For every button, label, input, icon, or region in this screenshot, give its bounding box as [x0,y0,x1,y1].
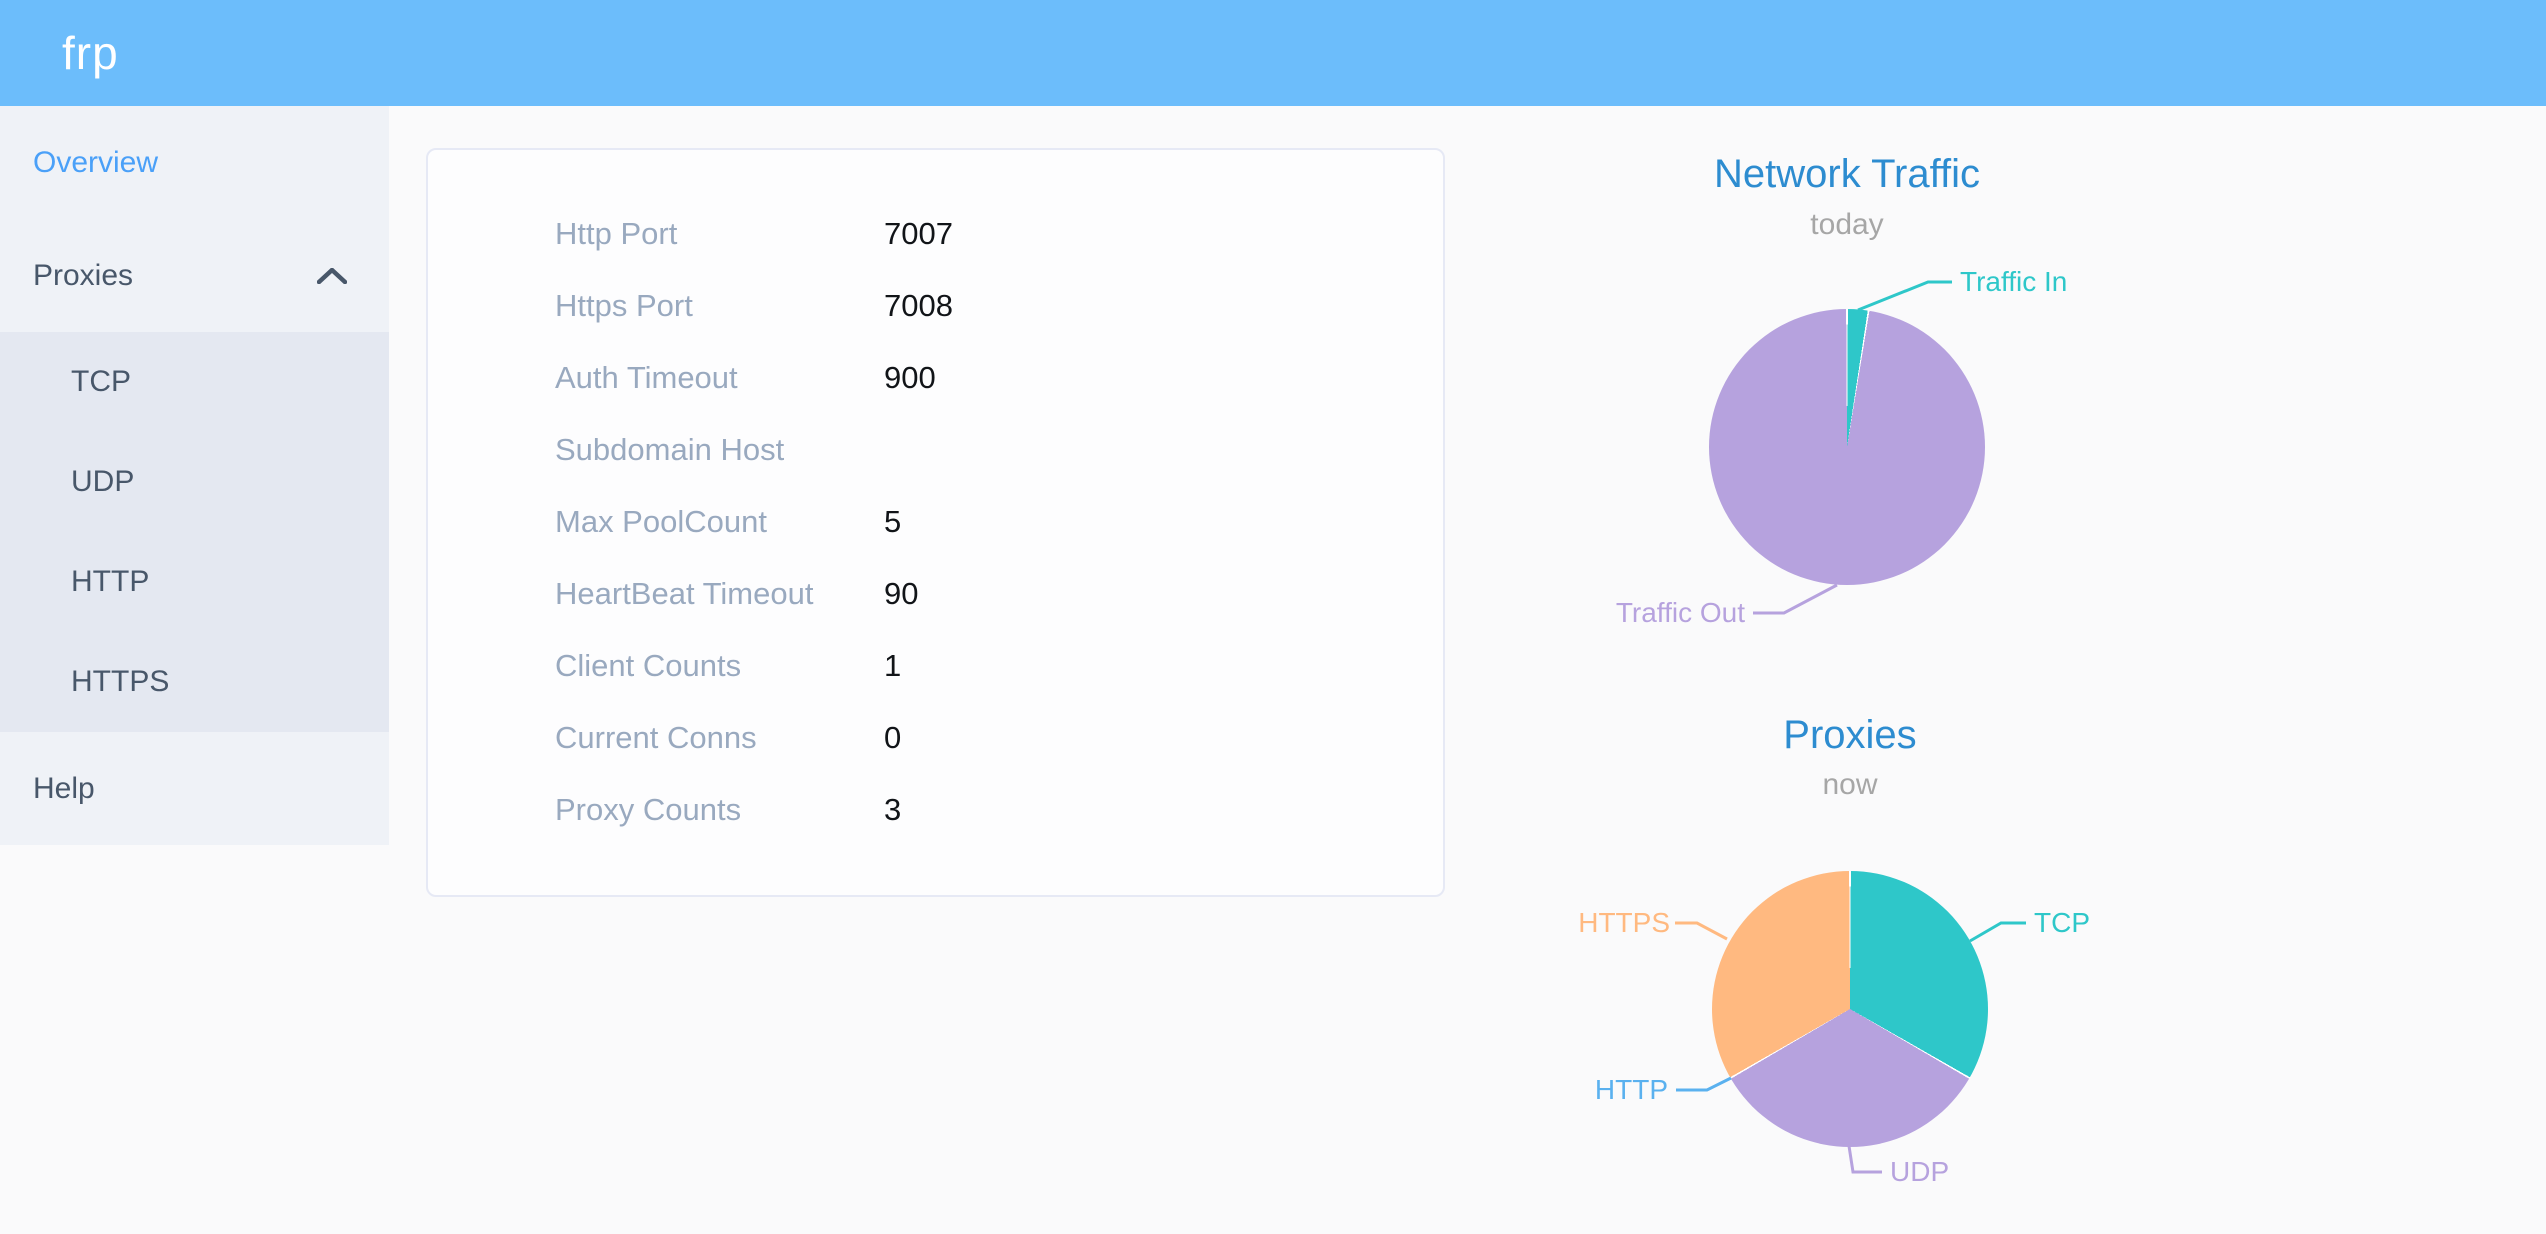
proxies-submenu: TCP UDP HTTP HTTPS [0,332,389,732]
pie-label-udp: UDP [1890,1156,1950,1187]
info-row-subdomain-host: Subdomain Host [555,414,1443,486]
pie-label-http: HTTP [1594,1074,1668,1105]
info-label: Current Conns [555,720,757,755]
server-info-card: Http Port 7007 Https Port 7008 Auth Time… [426,148,1445,897]
sidebar-item-udp[interactable]: UDP [0,432,389,532]
info-row-max-poolcount: Max PoolCount 5 [555,486,1443,558]
sidebar-item-label: Help [33,771,95,805]
sidebar-item-http[interactable]: HTTP [0,532,389,632]
info-label: Auth Timeout [555,360,738,395]
leader-traffic-in [1857,280,1952,312]
proxies-subtitle: now [1822,768,1878,801]
chevron-up-icon [317,267,347,284]
info-value: 7007 [884,216,953,251]
pie-label-traffic-in: Traffic In [1960,266,2068,297]
info-value: 3 [884,792,902,827]
info-label: Proxy Counts [555,792,742,827]
sidebar-item-label: TCP [71,365,131,398]
sidebar-item-label: UDP [71,465,135,498]
info-label: Subdomain Host [555,432,785,467]
info-label: HeartBeat Timeout [555,576,814,611]
sidebar: Overview Proxies TCP UDP HTTP HTTPS Help [0,106,389,845]
info-row-client-counts: Client Counts 1 [555,630,1443,702]
info-label: Client Counts [555,648,742,683]
info-value: 5 [884,504,902,539]
info-row-http-port: Http Port 7007 [555,198,1443,270]
info-value: 90 [884,576,919,611]
info-row-proxy-counts: Proxy Counts 3 [555,774,1443,846]
sidebar-item-tcp[interactable]: TCP [0,332,389,432]
sidebar-item-overview[interactable]: Overview [0,106,389,219]
sidebar-item-label: HTTP [71,565,150,598]
pie-label-traffic-out: Traffic Out [1615,597,1745,628]
info-value: 1 [884,648,902,683]
sidebar-item-label: Proxies [33,258,134,292]
info-value: 7008 [884,288,953,323]
sidebar-item-proxies[interactable]: Proxies [0,219,389,332]
sidebar-item-https[interactable]: HTTPS [0,632,389,732]
info-row-heartbeat-timeout: HeartBeat Timeout 90 [555,558,1443,630]
proxies-pie[interactable] [1712,871,1988,1147]
leader-udp [1847,1145,1882,1174]
brand-logo: frp [62,27,119,79]
leader-http [1676,1076,1732,1092]
info-row-https-port: Https Port 7008 [555,270,1443,342]
sidebar-item-label: Overview [33,145,159,179]
info-value: 0 [884,720,902,755]
leader-https [1675,921,1728,941]
info-row-current-conns: Current Conns 0 [555,702,1443,774]
proxies-title: Proxies [1783,713,1917,757]
sidebar-item-label: HTTPS [71,665,170,698]
info-label: Max PoolCount [555,504,767,539]
app-header: frp [0,0,2546,106]
info-label: Https Port [555,288,693,323]
pie-label-tcp: TCP [2034,907,2090,938]
leader-traffic-out [1753,583,1838,615]
info-label: Http Port [555,216,678,251]
pie-label-https: HTTPS [1578,907,1670,938]
network-traffic-subtitle: today [1810,208,1884,241]
sidebar-item-help[interactable]: Help [0,732,389,845]
leader-tcp [1969,921,2026,943]
info-row-auth-timeout: Auth Timeout 900 [555,342,1443,414]
network-traffic-title: Network Traffic [1714,152,1980,196]
network-traffic-pie[interactable] [1709,309,1985,585]
info-value: 900 [884,360,936,395]
